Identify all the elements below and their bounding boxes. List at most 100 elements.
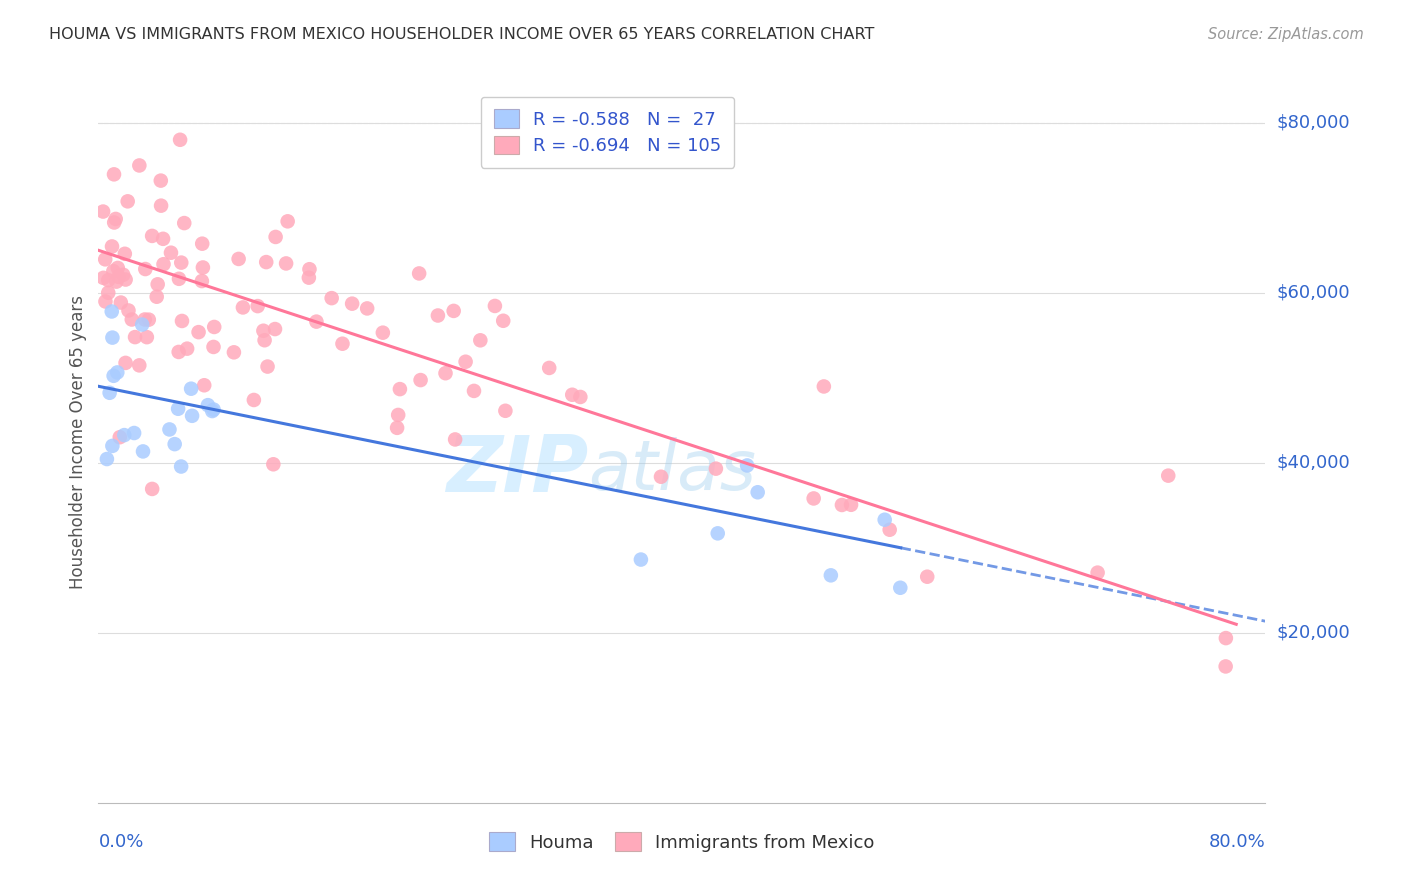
Point xyxy=(434,366,457,380)
Point xyxy=(173,216,195,230)
Point xyxy=(150,199,173,213)
Point xyxy=(298,270,321,285)
Point xyxy=(202,340,225,354)
Point xyxy=(650,469,672,483)
Point xyxy=(105,366,128,380)
Point xyxy=(108,430,131,444)
Point xyxy=(170,255,193,269)
Point xyxy=(256,359,278,374)
Point xyxy=(201,404,224,418)
Point xyxy=(387,408,409,422)
Point xyxy=(167,345,190,359)
Point xyxy=(121,312,143,326)
Point xyxy=(264,230,287,244)
Text: HOUMA VS IMMIGRANTS FROM MEXICO HOUSEHOLDER INCOME OVER 65 YEARS CORRELATION CHA: HOUMA VS IMMIGRANTS FROM MEXICO HOUSEHOL… xyxy=(49,27,875,42)
Point xyxy=(831,498,853,512)
Point xyxy=(145,290,167,304)
Point xyxy=(409,373,432,387)
Point xyxy=(408,267,430,281)
Point xyxy=(101,239,124,253)
Point xyxy=(134,262,156,277)
Text: ZIP: ZIP xyxy=(446,433,589,508)
Point xyxy=(222,345,245,359)
Point xyxy=(254,255,277,269)
Point xyxy=(839,498,862,512)
Point xyxy=(803,491,825,506)
Point xyxy=(107,260,129,275)
Point xyxy=(494,404,516,418)
Point xyxy=(305,315,328,329)
Point xyxy=(232,301,254,315)
Text: 0.0%: 0.0% xyxy=(98,833,143,851)
Point xyxy=(444,433,467,447)
Point xyxy=(110,295,132,310)
Point xyxy=(114,356,136,370)
Text: $40,000: $40,000 xyxy=(1277,454,1350,472)
Point xyxy=(274,256,297,270)
Point xyxy=(96,452,118,467)
Point xyxy=(454,355,477,369)
Point xyxy=(101,439,124,453)
Text: 80.0%: 80.0% xyxy=(1209,833,1265,851)
Point xyxy=(915,570,938,584)
Point xyxy=(159,422,181,436)
Point xyxy=(103,215,125,229)
Point xyxy=(170,314,193,328)
Text: atlas: atlas xyxy=(589,437,756,504)
Point xyxy=(97,273,120,287)
Point xyxy=(141,228,163,243)
Point xyxy=(176,342,198,356)
Point xyxy=(426,309,449,323)
Point xyxy=(93,270,115,285)
Point xyxy=(135,330,157,344)
Point xyxy=(443,304,465,318)
Point xyxy=(167,401,190,416)
Point xyxy=(704,461,727,475)
Point xyxy=(146,277,169,292)
Point xyxy=(97,285,120,300)
Point xyxy=(167,272,190,286)
Point xyxy=(163,437,186,451)
Point xyxy=(117,303,139,318)
Y-axis label: Householder Income Over 65 years: Householder Income Over 65 years xyxy=(69,294,87,589)
Point xyxy=(873,513,896,527)
Point xyxy=(170,459,193,474)
Point xyxy=(197,398,219,412)
Point xyxy=(134,312,156,326)
Point xyxy=(1157,468,1180,483)
Point xyxy=(243,392,266,407)
Point xyxy=(117,194,139,209)
Point xyxy=(202,402,225,417)
Point xyxy=(484,299,506,313)
Point xyxy=(141,482,163,496)
Point xyxy=(114,272,136,286)
Point xyxy=(371,326,394,340)
Point xyxy=(264,322,287,336)
Point xyxy=(103,368,125,383)
Point xyxy=(630,552,652,566)
Point xyxy=(889,581,911,595)
Point xyxy=(492,314,515,328)
Point xyxy=(246,299,269,313)
Point xyxy=(228,252,250,266)
Point xyxy=(332,336,354,351)
Point xyxy=(747,485,769,500)
Text: $80,000: $80,000 xyxy=(1277,114,1350,132)
Point xyxy=(191,236,214,251)
Text: Source: ZipAtlas.com: Source: ZipAtlas.com xyxy=(1208,27,1364,42)
Point xyxy=(321,291,343,305)
Point xyxy=(340,296,363,310)
Point xyxy=(128,359,150,373)
Point xyxy=(124,330,146,344)
Point xyxy=(879,523,901,537)
Point xyxy=(1087,566,1109,580)
Point xyxy=(193,378,215,392)
Point xyxy=(820,568,842,582)
Point xyxy=(538,360,561,375)
Point xyxy=(181,409,204,423)
Point xyxy=(813,379,835,393)
Point xyxy=(98,385,121,400)
Point xyxy=(91,204,114,219)
Point xyxy=(122,425,145,440)
Point xyxy=(277,214,299,228)
